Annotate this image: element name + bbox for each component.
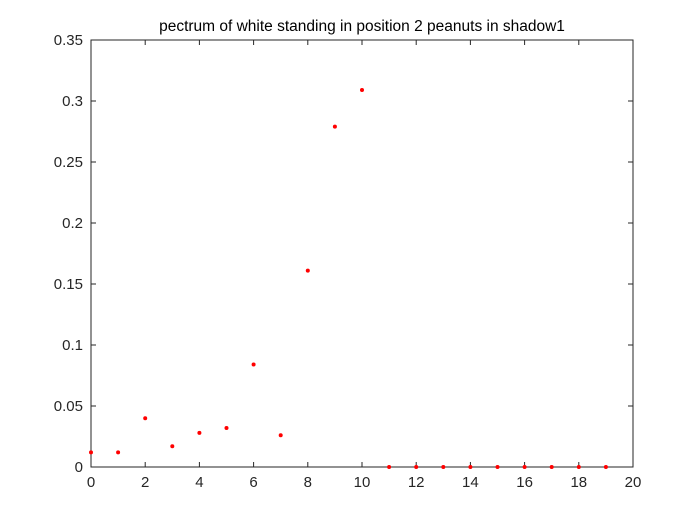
y-tick-label: 0.1 [62,337,83,354]
data-point [305,268,310,273]
data-point [89,450,93,455]
data-point [224,425,229,430]
data-point [576,465,581,469]
x-tick-label: 12 [408,474,425,491]
data-point [143,416,148,421]
y-tick-label: 0.3 [62,93,83,110]
x-tick-label: 2 [141,474,149,491]
data-point [603,465,608,469]
y-tick-label: 0 [75,459,83,476]
data-point [468,465,473,469]
axes-box [90,39,634,468]
x-tick-label: 0 [87,474,95,491]
data-point [278,433,283,438]
y-tick-label: 0.15 [54,276,83,293]
y-tick-label: 0.35 [54,32,83,49]
data-point [495,465,500,469]
data-point [116,450,121,455]
x-tick-label: 20 [625,474,642,491]
x-axis: 0 2 4 6 8 10 12 14 16 18 20 [87,40,642,491]
y-axis: 0 0.05 0.1 0.15 0.2 0.25 0.3 0.35 [54,32,633,476]
data-point [360,88,364,93]
x-tick-label: 8 [304,474,312,491]
y-tick-label: 0.05 [54,398,83,415]
data-point [387,465,392,469]
data-point [197,430,202,435]
data-point [251,362,256,367]
data-points [89,88,608,469]
data-point [441,465,446,469]
data-point [522,465,527,469]
x-tick-label: 4 [195,474,203,491]
x-tick-label: 6 [249,474,257,491]
y-tick-label: 0.25 [54,154,83,171]
data-point [549,465,554,469]
x-tick-label: 14 [462,474,479,491]
x-tick-label: 10 [354,474,371,491]
x-tick-label: 16 [516,474,533,491]
data-point [414,465,419,469]
data-point [332,124,337,129]
data-point [170,444,175,449]
chart-title: pectrum of white standing in position 2 … [159,18,565,35]
y-tick-label: 0.2 [62,215,83,232]
x-tick-label: 18 [570,474,587,491]
